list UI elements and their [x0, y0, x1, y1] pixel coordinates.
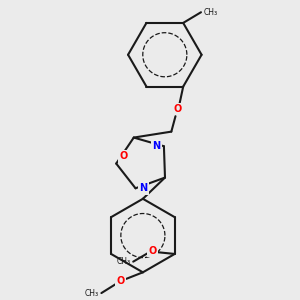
Text: O: O [173, 104, 182, 114]
Text: O: O [116, 276, 124, 286]
Text: N: N [152, 141, 160, 151]
Text: N: N [139, 183, 147, 193]
Text: CH₃: CH₃ [203, 8, 218, 17]
Text: CH₃: CH₃ [85, 289, 99, 298]
Text: CH₃: CH₃ [117, 257, 131, 266]
Text: O: O [148, 246, 156, 256]
Text: O: O [120, 151, 128, 161]
